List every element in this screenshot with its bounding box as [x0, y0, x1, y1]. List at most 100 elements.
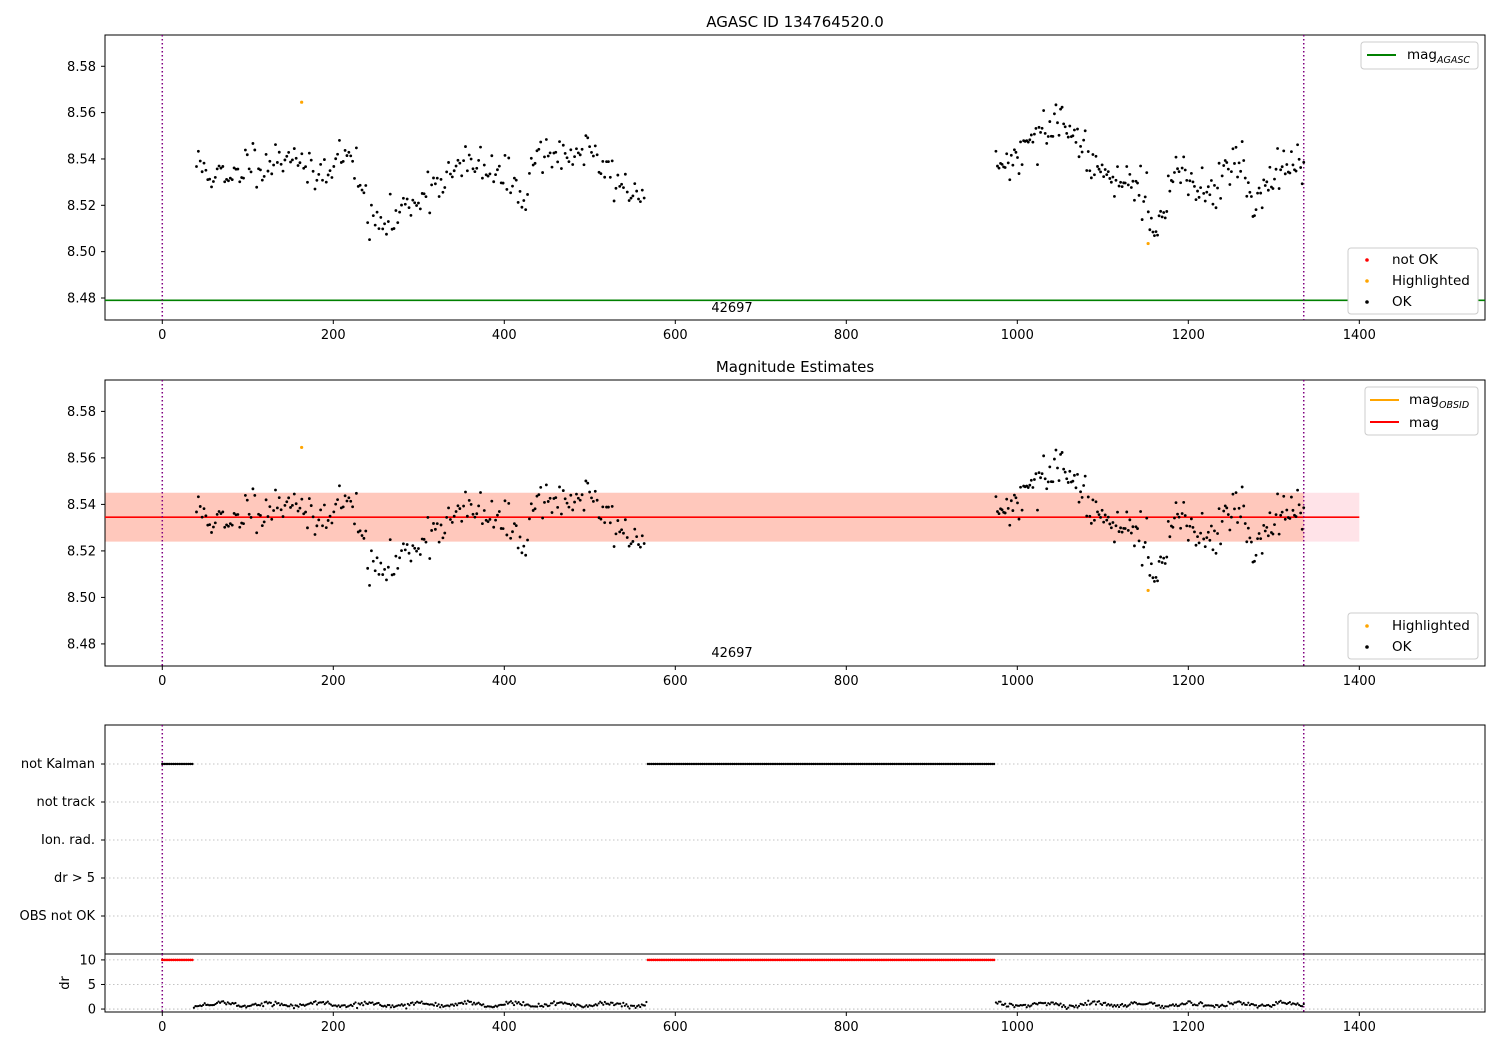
ok-point	[1151, 230, 1155, 234]
dr-point	[511, 1002, 514, 1005]
flag-point	[172, 762, 175, 766]
flag-point	[866, 762, 870, 766]
legend-mag-obsid-subscript: OBSID	[1439, 400, 1469, 411]
dr-point	[1088, 1003, 1091, 1006]
ok-point	[569, 148, 573, 152]
ok-point	[362, 536, 366, 540]
dr-point	[377, 1001, 380, 1005]
dr-point	[1119, 1003, 1122, 1007]
dr-point	[571, 1002, 574, 1005]
ok-point	[381, 573, 385, 576]
dr-outlier-point	[934, 958, 938, 962]
dr-point	[583, 1005, 586, 1008]
flag-point	[942, 762, 945, 766]
dr-point	[388, 1003, 391, 1007]
flag-point	[878, 762, 881, 766]
ok-point	[1097, 513, 1101, 517]
dr-point	[403, 1003, 406, 1006]
dr-point	[1279, 999, 1282, 1002]
ok-point	[576, 496, 580, 500]
ok-point	[629, 542, 633, 546]
dr-point	[537, 1002, 540, 1005]
ok-point	[366, 221, 370, 225]
ok-point	[1299, 166, 1303, 169]
dr-point	[274, 1000, 277, 1003]
panel-1-legend-points: not OK Highlighted OK	[1347, 247, 1479, 315]
dr-outlier-point	[181, 958, 185, 962]
dr-point	[1002, 1003, 1005, 1007]
ok-point	[1279, 513, 1283, 517]
dr-point	[1231, 1003, 1235, 1006]
ok-point	[1071, 134, 1075, 138]
ok-point	[1183, 514, 1187, 517]
ok-point	[561, 143, 565, 147]
flag-point	[840, 762, 843, 766]
ok-point	[1146, 210, 1150, 214]
ok-point	[1099, 515, 1102, 519]
dr-outlier-point	[819, 958, 823, 962]
ok-point	[1168, 535, 1172, 539]
ok-point	[1159, 555, 1163, 559]
ok-point	[1029, 133, 1033, 137]
dr-outlier-point	[983, 958, 986, 962]
x-tick-label: 800	[834, 1020, 859, 1035]
ok-point	[514, 178, 518, 182]
ok-point	[544, 138, 548, 141]
ok-point	[616, 173, 620, 177]
ok-point	[1199, 531, 1203, 535]
ok-point	[563, 497, 567, 501]
ok-point	[394, 554, 398, 558]
ok-point	[1119, 526, 1122, 530]
dr-point	[326, 1000, 329, 1003]
ok-point	[1034, 472, 1038, 476]
dr-point	[472, 1001, 476, 1004]
dr-outlier-point	[968, 958, 971, 962]
ok-point	[1171, 180, 1175, 184]
dr-point	[1121, 1002, 1124, 1006]
ok-point	[582, 163, 586, 167]
ok-point	[520, 551, 524, 555]
flag-point	[957, 762, 960, 766]
ok-point	[407, 206, 411, 210]
ok-point	[358, 529, 362, 533]
dr-point	[1082, 1003, 1085, 1007]
ok-point	[1248, 190, 1252, 194]
ok-point	[475, 512, 479, 516]
ok-point	[360, 188, 364, 192]
flag-point	[851, 762, 855, 766]
ok-point	[287, 151, 291, 154]
ok-point	[270, 517, 274, 521]
ok-point	[496, 168, 499, 172]
ok-point	[464, 490, 467, 494]
ok-point	[432, 176, 435, 180]
flag-point	[817, 762, 821, 766]
ok-point	[1153, 234, 1156, 238]
dr-point	[411, 1001, 414, 1004]
flag-point	[812, 762, 815, 766]
dr-point	[1256, 1006, 1259, 1009]
ok-point	[497, 164, 501, 168]
ok-point	[1240, 485, 1244, 489]
ok-point	[567, 160, 571, 164]
ok-point	[392, 572, 396, 576]
flag-point	[964, 762, 968, 766]
ok-point	[1196, 189, 1199, 193]
ok-point	[1029, 478, 1033, 482]
ok-point	[215, 512, 219, 516]
legend-mag-obsid-label: mag	[1409, 392, 1439, 408]
ok-point	[1076, 472, 1079, 476]
ok-point	[1037, 125, 1041, 129]
ok-point	[1114, 524, 1118, 528]
ok-point	[575, 492, 578, 496]
dr-point	[192, 1006, 196, 1009]
dr-point	[1122, 1005, 1125, 1008]
ok-point	[1277, 532, 1281, 536]
dr-point	[456, 1004, 459, 1007]
ok-point	[1077, 500, 1081, 504]
dr-point	[1057, 1004, 1061, 1007]
dr-point	[1154, 1004, 1158, 1007]
ok-point	[512, 176, 516, 180]
ok-point	[1246, 526, 1250, 530]
dr-point	[623, 1004, 626, 1007]
ok-point	[317, 518, 321, 522]
